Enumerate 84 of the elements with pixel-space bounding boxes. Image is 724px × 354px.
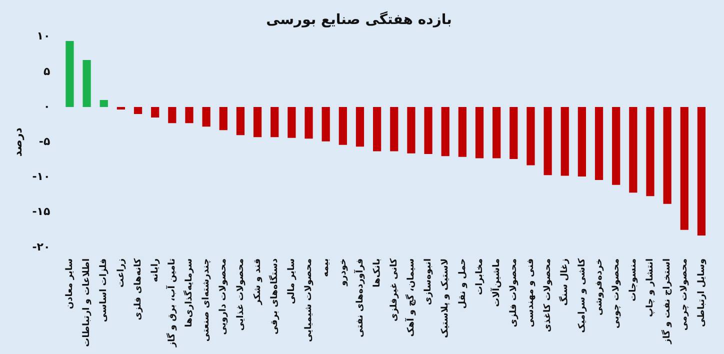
x-tick-label: کانی غیرفلزی <box>389 258 400 322</box>
x-tick-label: محصولات کاغذی <box>543 258 554 332</box>
x-tick-label: فرآورده‌های نفتی <box>353 258 366 338</box>
bar <box>390 107 398 152</box>
bar <box>663 107 672 204</box>
x-tick-label: کاشی و سرامیک <box>577 258 588 333</box>
bar <box>578 107 586 176</box>
bar <box>424 107 432 154</box>
x-tick-label: محصولات چرمی <box>680 258 690 331</box>
bar <box>270 107 279 138</box>
bar <box>560 107 569 176</box>
x-tick-label: سیمان، گچ و آهک <box>404 258 417 337</box>
x-tick-label: زغال سنگ <box>558 258 570 306</box>
bar <box>219 107 228 130</box>
bar <box>322 107 330 142</box>
x-tick-label: منسوجات <box>628 258 639 302</box>
bar <box>544 107 552 176</box>
y-tick-label: ۰ <box>43 100 50 113</box>
bar <box>304 107 313 139</box>
bar <box>151 107 160 118</box>
bar <box>441 107 450 156</box>
x-tick-label: مخابرات <box>474 258 485 295</box>
bar <box>338 107 347 145</box>
x-tick-label: فلزات اساسی <box>99 258 110 322</box>
y-axis-title: درصد <box>11 127 24 157</box>
x-tick-label: استخراج نفت و گاز <box>660 258 673 345</box>
bar <box>288 107 296 138</box>
x-tick-label: فنی و مهندسی <box>526 258 536 328</box>
y-tick-label: -۵ <box>38 134 50 148</box>
x-tick-label: سایر معادن <box>65 258 76 310</box>
x-tick-label: خودرو <box>338 258 348 287</box>
bar <box>134 107 142 114</box>
bar <box>168 107 176 124</box>
bar <box>356 107 364 147</box>
x-tick-label: انبوه‌سازی <box>424 258 434 306</box>
y-tick-label: ۱۰ <box>36 30 50 43</box>
bar <box>475 107 484 158</box>
x-tick-label: محصولات شیمیایی <box>304 258 314 342</box>
bar <box>594 107 604 180</box>
bar <box>253 107 262 138</box>
bar <box>373 107 382 152</box>
chart-title: بازده هفتگی صنایع بورسی <box>266 11 452 28</box>
bar <box>202 107 210 127</box>
x-tick-label: محصولات چوبی <box>611 258 622 328</box>
x-tick-label: محصولات فلزی <box>508 258 519 328</box>
x-tick-label: کانه‌های فلزی <box>133 258 144 320</box>
x-tick-label: سرمایه‌گذاری‌ها <box>182 258 195 328</box>
bar <box>185 107 194 124</box>
x-tick-label: لاستیک و پلاستیک <box>440 258 451 338</box>
bar <box>629 107 638 193</box>
x-tick-label: وسایل ارتباطی <box>696 258 707 328</box>
y-tick-label: -۱۰ <box>32 170 50 184</box>
bar <box>66 41 74 107</box>
bar <box>526 107 535 166</box>
bar <box>236 107 245 136</box>
x-tick-label: اطلاعات و ارتباطات <box>82 258 92 347</box>
x-tick-label: چندرشته‌ای صنعتی <box>202 258 212 342</box>
x-tick-label: حمل و نقل <box>458 258 468 309</box>
bar <box>510 107 518 159</box>
x-tick-label: دستگاه‌های برقی <box>268 258 280 334</box>
bar <box>100 100 108 107</box>
x-tick-label: محصولات دارویی <box>218 258 229 335</box>
bar <box>646 107 654 196</box>
x-tick-label: ماشین‌آلات <box>490 258 502 307</box>
bar <box>680 107 688 230</box>
x-tick-label: تامین آب، برق و گاز <box>166 258 178 348</box>
bar <box>82 60 91 107</box>
y-tick-label: ۵ <box>43 64 50 78</box>
x-tick-label: زراعت <box>116 258 126 288</box>
y-tick-label: -۲۰ <box>32 240 50 254</box>
x-tick-label: محصولات غذایی <box>236 258 246 331</box>
x-tick-label: بانک‌ها <box>372 258 382 288</box>
x-tick-label: خرده‌فروشی <box>594 258 604 316</box>
bar <box>407 107 416 154</box>
bar <box>458 107 466 157</box>
x-tick-label: قند و شکر <box>252 258 263 306</box>
x-tick-label: انتشار و چاپ <box>646 258 656 318</box>
y-tick-label: -۱۵ <box>32 205 50 218</box>
bar <box>492 107 501 158</box>
bar <box>612 107 620 185</box>
x-tick-label: سایر مالی <box>287 258 298 304</box>
bar <box>697 107 706 236</box>
x-tick-label: رایانه <box>150 258 160 282</box>
x-tick-label: بیمه <box>321 258 332 277</box>
